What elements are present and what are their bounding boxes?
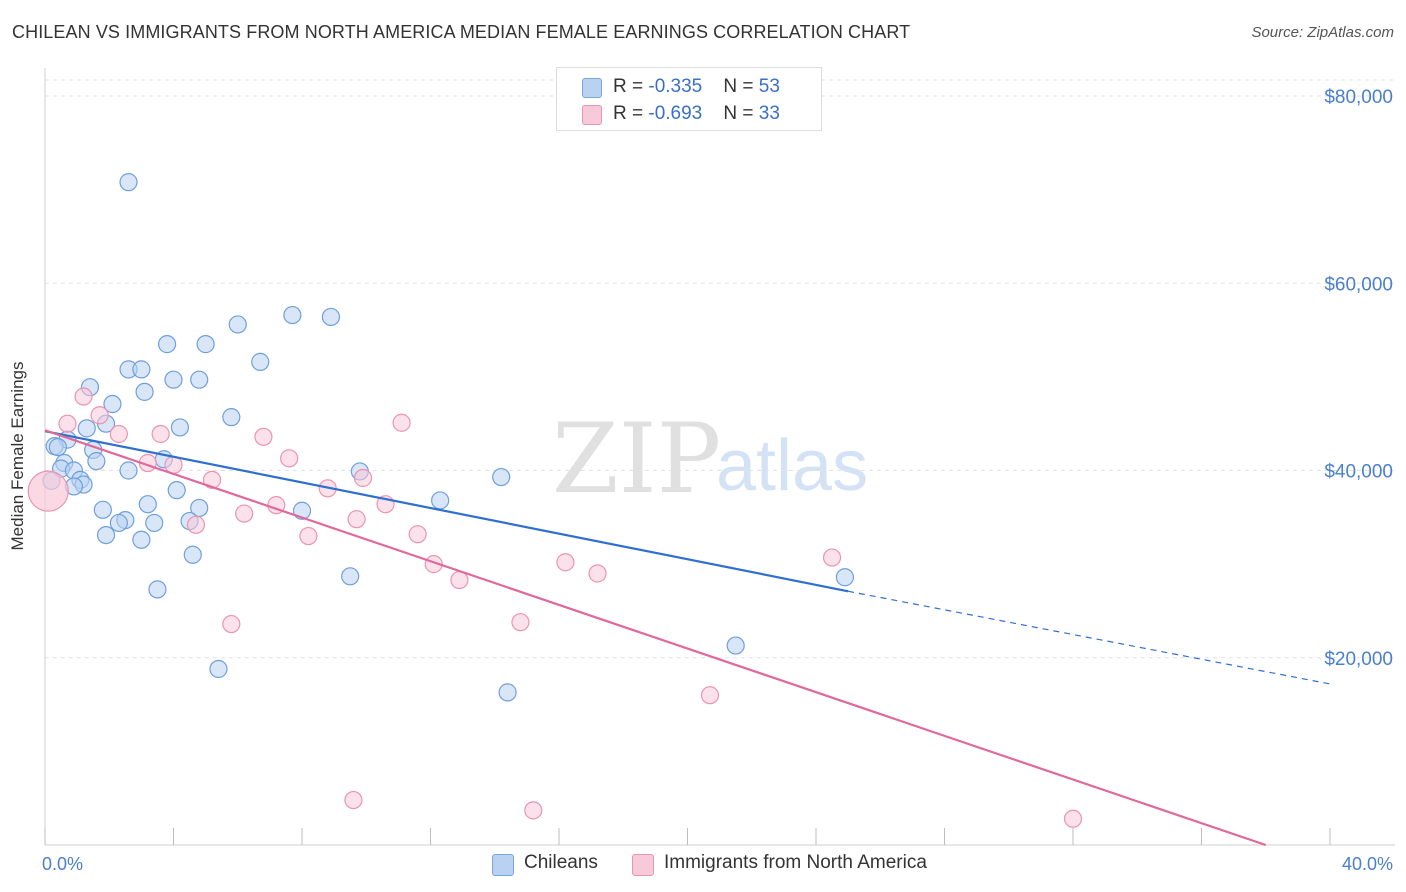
watermark-zip: ZIP	[552, 403, 721, 515]
legend-swatch-immigrants	[582, 105, 602, 125]
bottom-legend-swatch-immigrants	[632, 854, 654, 876]
x-tick-label-max: 40.0%	[1342, 854, 1393, 874]
point-chileans	[492, 467, 511, 487]
trend-lines	[44, 429, 1331, 847]
legend-n-value: 53	[758, 76, 780, 97]
point-chileans	[132, 360, 151, 379]
point-immigrants	[556, 553, 575, 572]
legend-n-value: 33	[758, 103, 780, 124]
point-chileans	[190, 370, 209, 389]
point-chileans	[109, 513, 128, 533]
point-chileans	[222, 408, 241, 427]
x-tick-label-min: 0.0%	[42, 854, 83, 874]
point-immigrants	[254, 427, 273, 446]
trend-line-immigrants	[44, 429, 1267, 847]
point-chileans	[96, 526, 116, 545]
bottom-legend-label-chileans: Chileans	[524, 852, 598, 873]
point-chileans	[132, 530, 151, 549]
point-chileans	[135, 382, 154, 401]
point-immigrants	[822, 548, 842, 567]
point-chileans	[170, 418, 190, 437]
y-tick-label: $60,000	[1324, 274, 1393, 295]
point-immigrants	[347, 510, 366, 529]
trend-line-chileans	[44, 430, 849, 593]
legend-swatch-chileans	[582, 78, 602, 98]
point-chileans	[341, 567, 360, 586]
legend-r-label: R =	[613, 76, 649, 97]
point-immigrants	[222, 614, 241, 634]
trend-line-chileans-extension	[848, 590, 1331, 685]
point-chileans	[498, 683, 517, 702]
grid	[45, 79, 1395, 659]
point-chileans	[183, 545, 202, 564]
y-tick-label: $80,000	[1324, 87, 1393, 108]
point-immigrants	[392, 413, 411, 432]
point-chileans	[283, 305, 302, 325]
legend-r-value: -0.335	[648, 76, 703, 97]
legend-r-value: -0.693	[648, 103, 703, 124]
point-immigrants	[344, 790, 363, 810]
point-immigrants	[299, 526, 318, 546]
point-chileans	[119, 173, 138, 192]
point-immigrants	[27, 470, 69, 512]
point-immigrants	[1063, 809, 1083, 828]
point-immigrants	[90, 406, 109, 425]
point-immigrants	[235, 504, 254, 523]
watermark-atlas: atlas	[716, 426, 868, 506]
point-immigrants	[588, 564, 607, 583]
point-chileans	[167, 481, 186, 500]
point-immigrants	[74, 387, 93, 406]
point-chileans	[157, 335, 177, 354]
point-chileans	[209, 659, 228, 679]
y-tick-label: $20,000	[1324, 649, 1393, 670]
axes	[44, 68, 1395, 846]
legend-n-label: N =	[723, 76, 759, 97]
point-chileans	[251, 352, 270, 371]
point-chileans	[321, 307, 341, 327]
y-tick-label: $40,000	[1324, 462, 1393, 483]
point-immigrants	[353, 468, 373, 488]
point-chileans	[87, 452, 106, 471]
point-immigrants	[202, 470, 222, 489]
point-chileans	[835, 568, 855, 587]
point-chileans	[228, 315, 247, 334]
point-chileans	[148, 580, 167, 599]
point-immigrants	[186, 515, 206, 534]
point-chileans	[431, 491, 450, 510]
point-chileans	[164, 370, 183, 389]
bottom-legend-swatch-chileans	[492, 854, 514, 876]
point-immigrants	[151, 424, 170, 444]
legend-r-label: R =	[613, 103, 649, 124]
point-immigrants	[58, 414, 77, 433]
point-chileans	[138, 495, 157, 514]
point-immigrants	[511, 613, 530, 632]
point-chileans	[726, 636, 745, 655]
point-chileans	[48, 437, 67, 457]
point-chileans	[196, 335, 215, 354]
source-label: Source: ZipAtlas.com	[1251, 24, 1394, 41]
point-chileans	[103, 394, 122, 414]
watermark: ZIP atlas	[552, 403, 868, 515]
legend-n-label: N =	[723, 103, 759, 124]
point-chileans	[77, 419, 96, 438]
bottom-legend-label-immigrants: Immigrants from North America	[664, 852, 927, 873]
tick-labels: $20,000 $40,000 $60,000 $80,000 0.0% 40.0%	[42, 87, 1393, 874]
point-immigrants	[524, 801, 543, 820]
correlation-legend: R = -0.335 N = 53 R = -0.693 N = 33	[556, 67, 822, 131]
point-immigrants	[109, 424, 128, 444]
point-immigrants	[280, 449, 299, 468]
chart-title: CHILEAN VS IMMIGRANTS FROM NORTH AMERICA…	[12, 22, 911, 42]
point-chileans	[119, 461, 138, 480]
point-chileans	[145, 513, 164, 533]
point-immigrants	[408, 525, 427, 544]
point-immigrants	[700, 686, 720, 705]
point-chileans	[93, 500, 112, 519]
